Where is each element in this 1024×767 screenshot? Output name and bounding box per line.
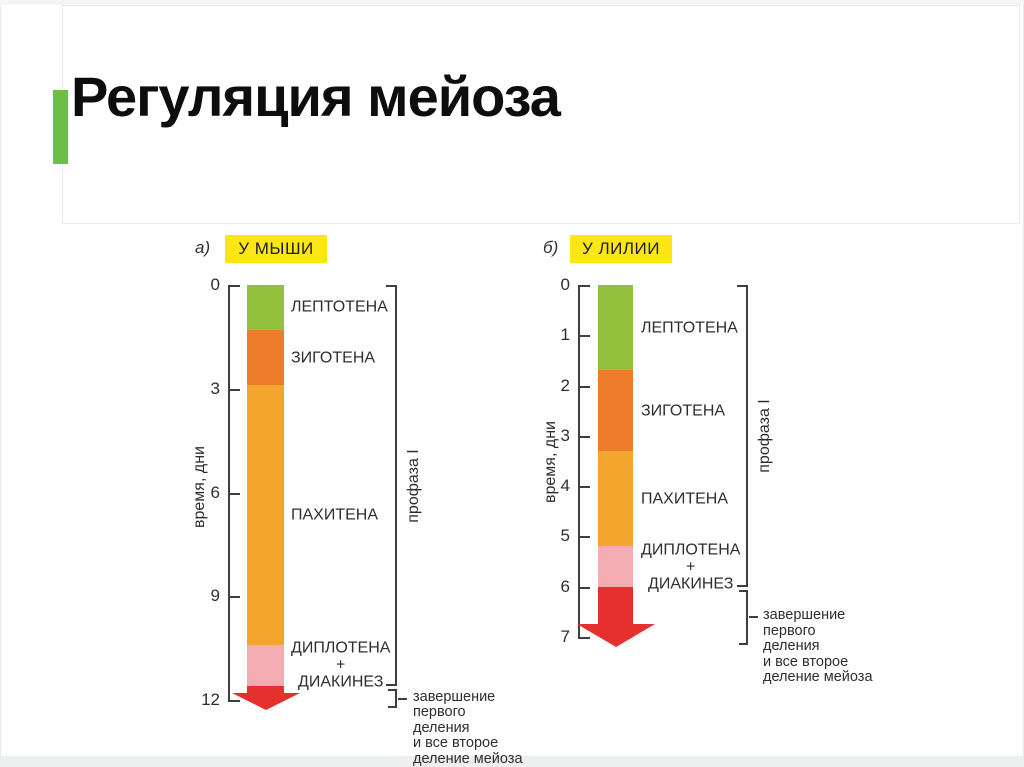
- phase-segment: [598, 450, 633, 547]
- phase-label: ЛЕПТОТЕНА: [291, 298, 388, 316]
- panel-letter-b: б): [543, 238, 559, 257]
- prophase-bracket: [386, 285, 397, 687]
- completion-label: завершение первого деления и все второе …: [763, 607, 873, 686]
- axis-title: время, дни: [542, 421, 559, 503]
- axis-line: [578, 285, 580, 639]
- axis-tick: [228, 285, 240, 287]
- arrow-head-icon: [576, 624, 655, 648]
- axis-tick: [578, 536, 590, 539]
- axis-tick: [578, 385, 590, 388]
- top-margin: [0, 0, 1024, 5]
- tick-label: 6: [560, 576, 570, 596]
- phase-segment: [247, 644, 284, 687]
- axis-tick: [578, 285, 590, 287]
- phase-label: ЗИГОТЕНА: [291, 349, 376, 367]
- phase-label: ПАХИТЕНА: [641, 490, 729, 508]
- accent-bar: [53, 90, 68, 164]
- axis-tick: [578, 586, 590, 589]
- axis-tick: [578, 335, 590, 338]
- tick-label: 6: [210, 482, 220, 502]
- tick-label: 0: [210, 275, 220, 294]
- arrow-stem: [598, 586, 633, 625]
- tick-label: 9: [210, 586, 220, 606]
- chart-header-lily: У ЛИЛИИ: [570, 235, 672, 263]
- completion-bracket-dash: [398, 697, 407, 700]
- tick-label: 12: [201, 690, 220, 709]
- phase-label: ДИПЛОТЕНА + ДИАКИНЕЗ: [291, 639, 391, 691]
- arrow-stem: [247, 686, 284, 694]
- prophase-bracket: [737, 285, 748, 587]
- tick-label: 0: [560, 275, 570, 294]
- prophase-label: профаза I: [756, 399, 773, 473]
- phase-label: ДИПЛОТЕНА + ДИАКИНЕЗ: [641, 541, 741, 593]
- arrow-head-icon: [231, 693, 300, 711]
- phase-label: ЗИГОТЕНА: [641, 402, 726, 420]
- phase-segment: [598, 370, 633, 451]
- completion-bracket: [388, 689, 397, 709]
- chart-header-mouse: У МЫШИ: [225, 235, 327, 263]
- axis-tick: [228, 388, 240, 391]
- bottom-margin: [0, 756, 1024, 767]
- title-card: [62, 5, 1020, 224]
- prophase-label: профаза I: [405, 448, 422, 523]
- tick-label: 7: [560, 627, 570, 646]
- page-title: Регуляция мейоза: [71, 65, 561, 128]
- tick-label: 4: [560, 476, 570, 496]
- phase-label: ЛЕПТОТЕНА: [641, 319, 738, 337]
- tick-label: 3: [210, 378, 220, 398]
- phase-segment: [247, 329, 284, 386]
- tick-label: 2: [560, 375, 570, 395]
- axis-tick: [578, 486, 590, 489]
- axis-tick: [228, 492, 240, 495]
- completion-label: завершение первого деления и все второе …: [413, 688, 523, 767]
- phase-segment: [247, 285, 284, 330]
- phase-segment: [598, 285, 633, 371]
- axis-tick: [228, 596, 240, 599]
- axis-title: время, дни: [191, 446, 208, 528]
- completion-bracket-dash: [749, 616, 758, 619]
- completion-bracket: [739, 589, 748, 646]
- tick-label: 3: [560, 425, 570, 445]
- tick-label: 5: [560, 526, 570, 546]
- phase-label: ПАХИТЕНА: [291, 506, 379, 524]
- panel-letter-a: а): [195, 238, 211, 257]
- phase-segment: [247, 385, 284, 645]
- tick-label: 1: [560, 325, 570, 345]
- phase-segment: [598, 546, 633, 587]
- axis-tick: [578, 435, 590, 438]
